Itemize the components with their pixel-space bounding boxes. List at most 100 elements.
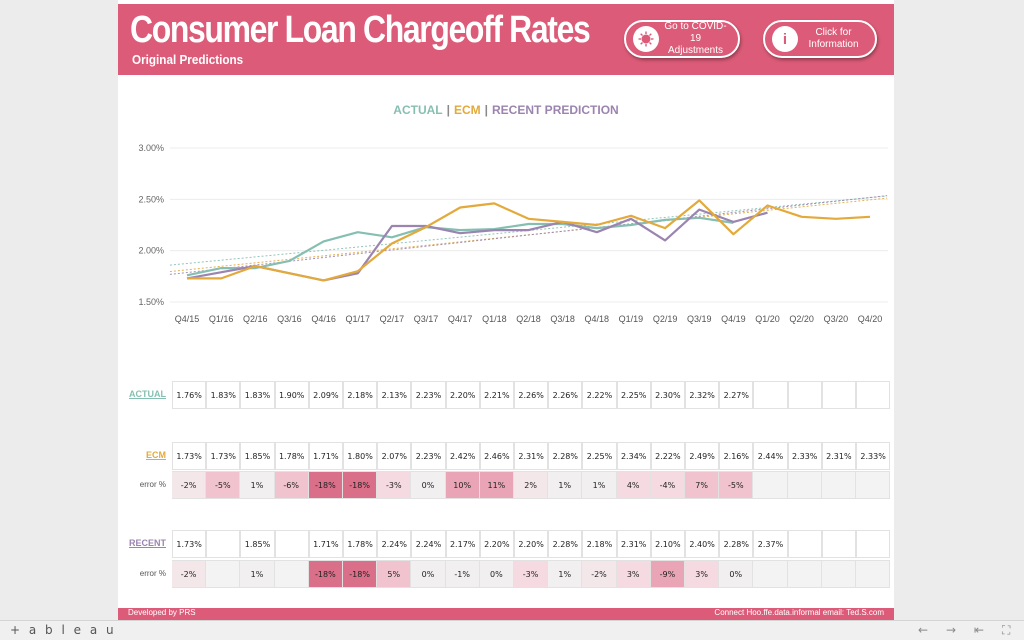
x-tick-label: Q2/19 [653,314,678,324]
legend-separator: | [484,103,489,117]
recent-error-cell: 3% [685,561,720,587]
x-tick-label: Q4/15 [175,314,200,324]
legend-actual[interactable]: ACTUAL [393,103,443,117]
recent-cell [274,531,309,557]
ecm-error-cell [753,472,788,498]
x-tick-label: Q1/18 [482,314,507,324]
ecm-cell: 2.28% [548,443,583,469]
footer-contact[interactable]: Connect Hoo.ffe.data.informal email: Ted… [714,608,884,617]
actual-cell [787,382,822,408]
legend-ecm[interactable]: ECM [453,103,481,117]
recent-error-cell: 5% [377,561,412,587]
recent-cell: 2.24% [377,531,412,557]
chart-legend: ACTUAL | ECM | RECENT PREDICTION [118,103,894,117]
ecm-error-cell: -5% [206,472,241,498]
y-tick-label: 2.50% [138,194,164,204]
ecm-cell: 1.73% [206,443,241,469]
recent-cell: 1.73% [172,531,207,557]
recent-row [172,530,891,558]
x-tick-label: Q4/17 [448,314,473,324]
ecm-cell: 2.33% [787,443,822,469]
recent-cell: 2.20% [514,531,549,557]
recent-cell: 1.78% [343,531,378,557]
ecm-cell: 2.22% [650,443,685,469]
recent-cell: 2.20% [479,531,514,557]
x-tick-label: Q3/20 [824,314,849,324]
actual-cell: 2.22% [582,382,617,408]
recent-error-row [172,560,891,588]
actual-cell: 1.83% [206,382,241,408]
ecm-error-cell: -18% [343,472,378,498]
x-tick-label: Q1/20 [755,314,780,324]
x-tick-label: Q2/17 [380,314,405,324]
ecm-row-label[interactable]: ECM [146,450,166,460]
ecm-error-cell [821,472,856,498]
x-tick-label: Q1/19 [619,314,644,324]
undo-icon[interactable]: ← [918,623,929,637]
ecm-cell: 1.78% [274,443,309,469]
covid-button-label: Go to COVID-19 Adjustments [664,21,727,56]
recent-error-cell: 1% [240,561,275,587]
error-label: error % [139,480,166,489]
ecm-cell: 2.16% [719,443,754,469]
y-tick-label: 1.50% [138,297,164,307]
right-margin [894,0,1024,620]
tableau-logo-icon[interactable]: + a b l e a u [10,623,117,637]
ecm-cell: 2.34% [616,443,651,469]
x-tick-label: Q3/18 [550,314,575,324]
revert-icon[interactable]: ⇤ [974,623,985,637]
actual-cell: 2.27% [719,382,754,408]
ecm-cell: 2.31% [514,443,549,469]
x-tick-label: Q2/16 [243,314,268,324]
actual-cell: 1.83% [240,382,275,408]
line-chart: 1.50% 2.00% 2.50% 3.00% Q4/15 Q1/16 Q2/16 Q3/16… [138,143,888,324]
information-button[interactable]: i Click for Information [763,20,877,58]
actual-cell: 2.21% [479,382,514,408]
series-line-ecm [187,199,871,282]
series-line-actual [186,216,734,277]
recent-error-cell [206,561,241,587]
recent-cell [787,531,822,557]
ecm-error-cell: 2% [514,472,549,498]
y-tick-label: 2.00% [138,246,164,256]
actual-row-label[interactable]: ACTUAL [129,389,166,399]
actual-cell: 2.26% [514,382,549,408]
actual-cell: 2.13% [377,382,412,408]
x-tick-label: Q2/20 [789,314,814,324]
actual-cell: 1.90% [274,382,309,408]
ecm-cell: 2.42% [445,443,480,469]
redo-icon[interactable]: → [946,623,957,637]
recent-row-label[interactable]: RECENT [128,538,166,548]
page-title: Consumer Loan Chargeoff Rates [130,9,591,51]
actual-cell [753,382,788,408]
recent-cell: 2.28% [548,531,583,557]
recent-error-cell [787,561,822,587]
error-label: error % [139,569,166,578]
footer-banner: Developed by PRS Connect Hoo.ffe.data.in… [118,608,894,620]
actual-cell: 2.30% [650,382,685,408]
ecm-cell: 1.80% [343,443,378,469]
legend-recent[interactable]: RECENT PREDICTION [492,103,619,117]
recent-error-cell: 3% [616,561,651,587]
ecm-error-cell: -3% [377,472,412,498]
ecm-cell: 1.73% [172,443,207,469]
ecm-error-cell: 1% [548,472,583,498]
ecm-error-cell: -4% [650,472,685,498]
covid-adjustments-button[interactable]: Go to COVID-19 Adjustments [624,20,740,58]
recent-cell: 2.17% [445,531,480,557]
x-tick-label: Q1/16 [209,314,234,324]
ecm-error-cell: -18% [308,472,343,498]
recent-cell: 2.31% [616,531,651,557]
actual-cell: 1.76% [172,382,207,408]
ecm-cell: 2.23% [411,443,446,469]
info-button-label: Click for Information [808,27,859,50]
ecm-error-cell: -6% [274,472,309,498]
actual-cell: 2.23% [411,382,446,408]
x-tick-label: Q4/16 [311,314,336,324]
fullscreen-icon[interactable]: ⛶ [1002,623,1011,637]
recent-error-cell [274,561,309,587]
actual-cell: 2.25% [616,382,651,408]
virus-icon [633,26,659,52]
footer-credit: Developed by PRS [128,608,196,617]
x-tick-label: Q2/18 [516,314,541,324]
